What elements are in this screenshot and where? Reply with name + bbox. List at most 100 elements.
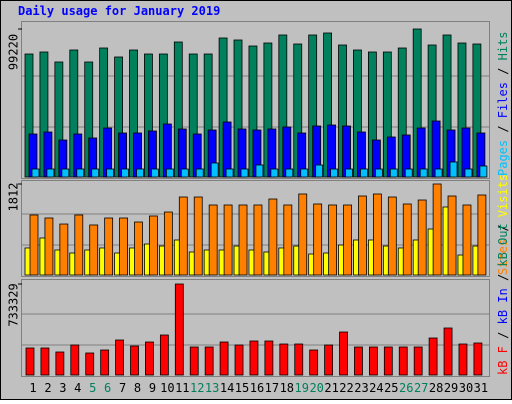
bar — [428, 337, 438, 376]
bar — [330, 168, 339, 178]
bar — [402, 203, 412, 276]
x-tick-label: 10 — [160, 381, 174, 395]
x-tick-label: 24 — [369, 381, 383, 395]
bar — [462, 204, 472, 276]
legend: Sites / Visits — [496, 174, 510, 275]
x-tick-label: 19 — [295, 381, 309, 395]
bar — [294, 343, 304, 376]
x-tick-label: 18 — [280, 381, 294, 395]
bar — [417, 199, 427, 276]
x-tick-label: 21 — [324, 381, 338, 395]
legend-entry: kB Out — [496, 223, 510, 266]
bar — [159, 334, 169, 376]
x-tick-label: 7 — [119, 381, 126, 395]
bar — [25, 347, 35, 376]
bar — [313, 203, 323, 276]
legend-separator: / — [496, 60, 510, 82]
bar — [434, 168, 443, 178]
bar — [40, 347, 50, 376]
bar — [189, 346, 199, 376]
y-tick-label: 1812 — [7, 183, 21, 212]
bar — [89, 224, 99, 276]
x-tick-label: 31 — [474, 381, 488, 395]
chart-title: Daily usage for January 2019 — [18, 4, 220, 18]
x-tick-label: 22 — [339, 381, 353, 395]
x-tick-label: 3 — [59, 381, 66, 395]
bar — [85, 352, 95, 376]
bar — [372, 193, 382, 276]
bar — [449, 161, 458, 178]
bar — [55, 351, 65, 376]
bar — [134, 221, 143, 276]
x-tick-label: 8 — [134, 381, 141, 395]
bar — [255, 164, 264, 178]
legend-entry: kB In — [496, 288, 510, 324]
bar — [104, 217, 114, 276]
x-tick-label: 17 — [265, 381, 279, 395]
bar — [253, 204, 263, 276]
bar — [300, 168, 309, 178]
bar — [31, 168, 40, 178]
bar — [324, 344, 334, 376]
bar — [180, 168, 189, 178]
legend-entry: Pages — [496, 140, 510, 176]
bar — [145, 341, 154, 376]
bar — [360, 168, 368, 178]
legend-entry: Sites — [496, 239, 510, 275]
bar — [210, 162, 219, 178]
bar — [464, 168, 473, 178]
legend-entry: Visits — [496, 174, 510, 217]
bar — [76, 168, 85, 178]
x-tick-label: 30 — [459, 381, 473, 395]
bar — [121, 168, 129, 178]
bar — [477, 194, 487, 276]
bar — [431, 120, 441, 178]
bar — [70, 344, 80, 376]
bar — [136, 168, 144, 178]
bar — [130, 345, 139, 376]
y-tick-label: 99220 — [7, 34, 21, 70]
bar — [343, 204, 352, 276]
bar — [345, 168, 353, 178]
bar — [270, 168, 279, 178]
bar — [387, 196, 397, 276]
bar — [44, 217, 54, 276]
bar — [115, 339, 124, 376]
legend-separator: / — [496, 267, 510, 289]
bar — [447, 195, 457, 276]
bar — [473, 342, 483, 376]
x-tick-label: 23 — [354, 381, 368, 395]
x-tick-label: 12 — [190, 381, 204, 395]
bar — [354, 346, 363, 376]
bar — [195, 168, 204, 178]
legend: Pages / Files / Hits — [496, 31, 510, 176]
x-tick-label: 29 — [444, 381, 458, 395]
x-tick-label: 1 — [29, 381, 36, 395]
bar — [219, 341, 229, 376]
bar — [238, 204, 248, 276]
bar — [29, 214, 39, 276]
x-tick-label: 4 — [74, 381, 81, 395]
bar — [383, 346, 393, 376]
legend-entry: Files — [496, 82, 510, 118]
legend-separator: / — [496, 118, 510, 140]
x-tick-label: 11 — [175, 381, 189, 395]
bar — [178, 196, 188, 276]
x-tick-label: 20 — [309, 381, 323, 395]
bar — [74, 214, 84, 276]
bar — [374, 168, 383, 178]
bar — [165, 168, 174, 178]
x-tick-label: 6 — [104, 381, 111, 395]
x-tick-label: 2 — [44, 381, 51, 395]
x-tick-label: 15 — [235, 381, 249, 395]
bar — [398, 346, 408, 376]
bar — [389, 168, 398, 178]
bar — [240, 168, 249, 178]
bar — [91, 168, 100, 178]
bar — [443, 327, 453, 376]
bar — [315, 164, 324, 178]
y-tick-label: 733329 — [7, 283, 21, 326]
bar — [204, 346, 214, 376]
